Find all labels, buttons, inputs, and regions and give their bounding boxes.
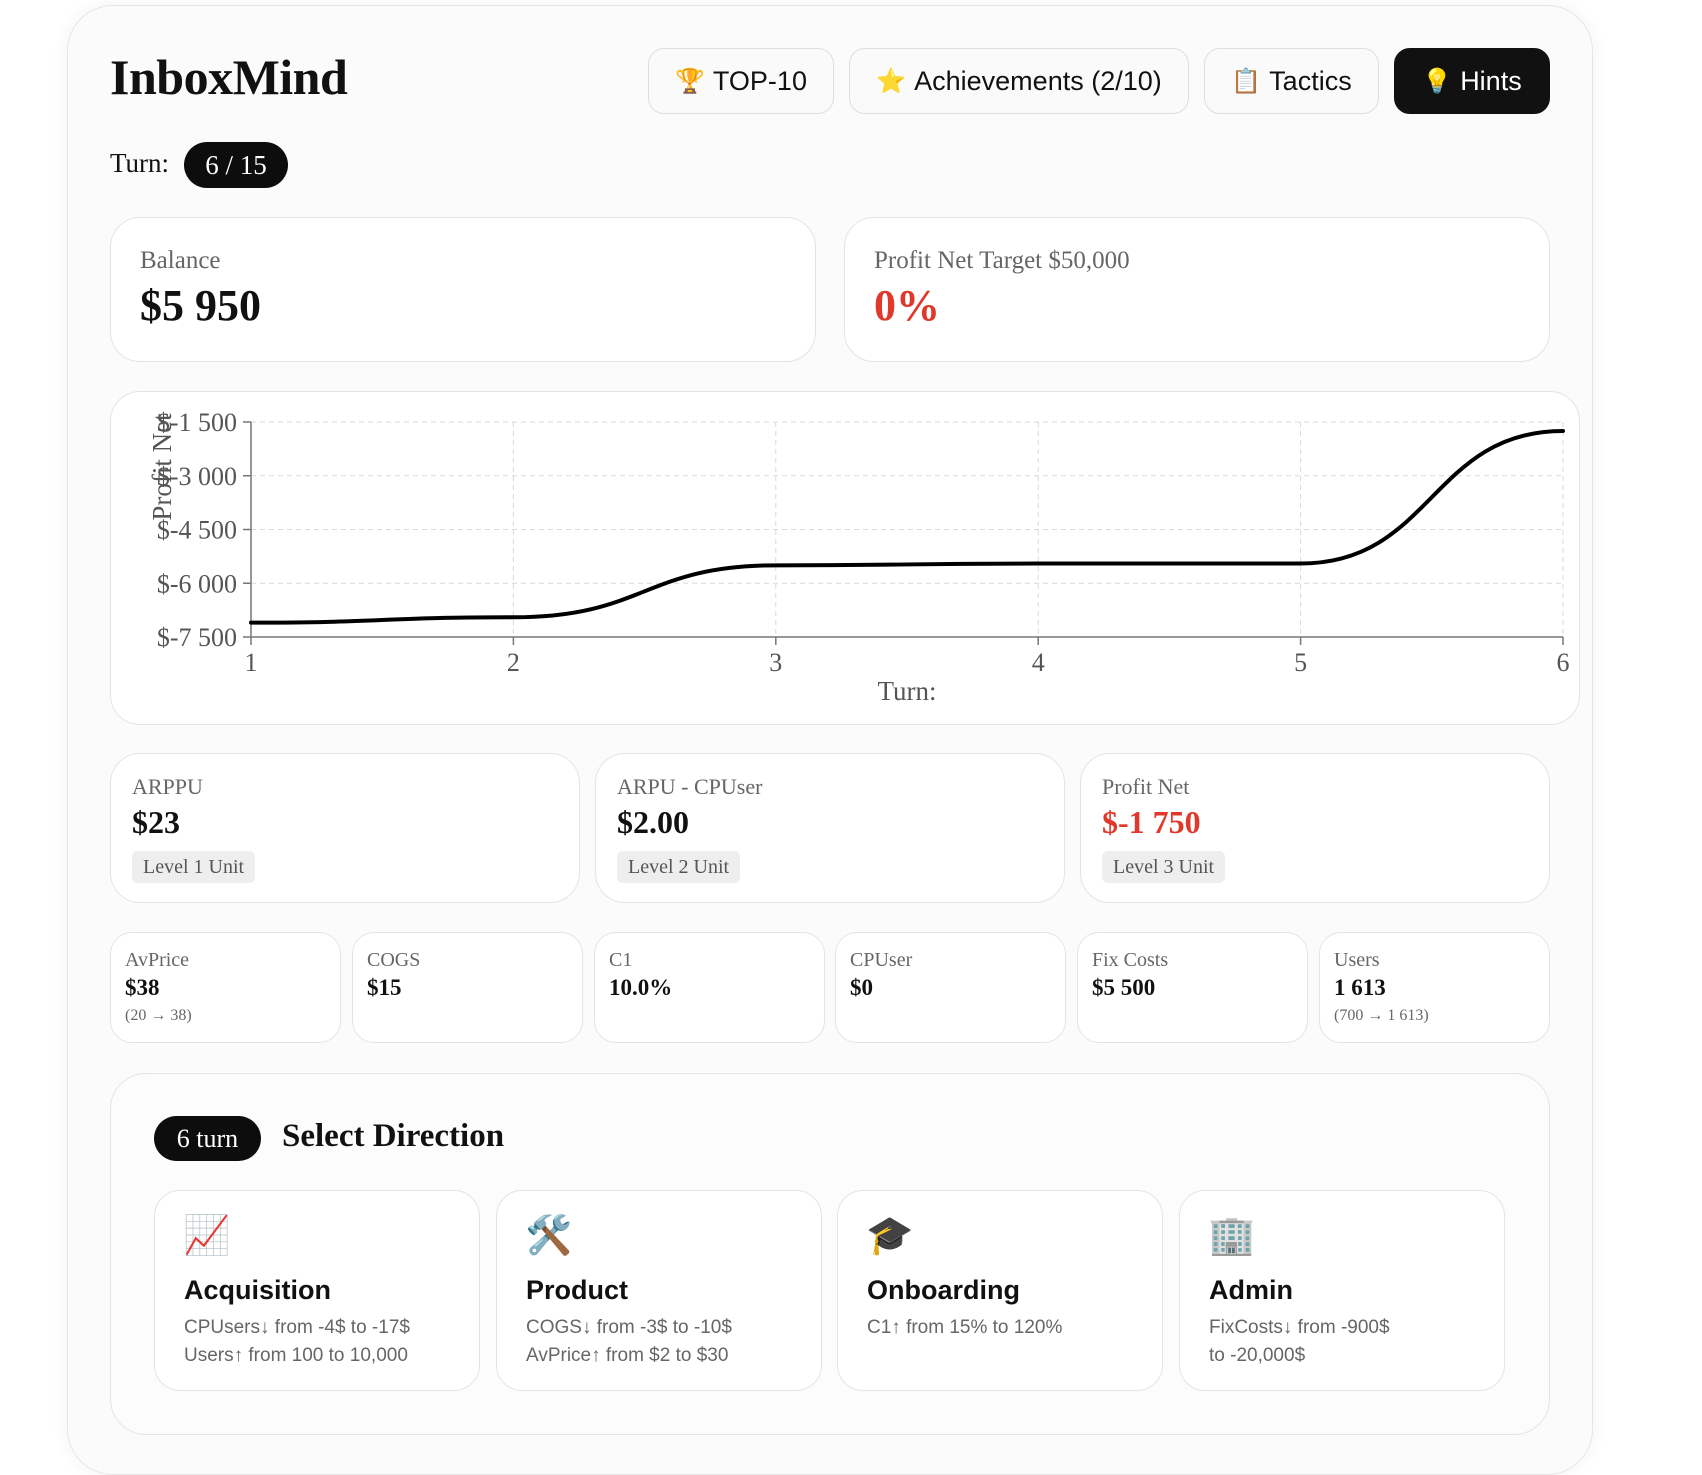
turn-label: Turn: [110, 148, 170, 178]
y-axis-label: Profit Net [147, 413, 177, 521]
y-tick-label: $-6 000 [157, 569, 237, 598]
top10-button-label: TOP-10 [712, 65, 807, 96]
office-building-icon: 🏢 [1208, 1215, 1256, 1257]
chart-increasing-icon: 📈 [183, 1215, 231, 1257]
stat-value: $5 500 [1092, 975, 1156, 1000]
select-direction-title: Select Direction [282, 1118, 505, 1154]
stat-label: AvPrice [125, 949, 190, 971]
stat-value: 1 613 [1334, 975, 1386, 1000]
trophy-icon: 🏆 [675, 67, 705, 95]
tools-icon: 🛠️ [525, 1215, 573, 1257]
direction-title: Admin [1209, 1275, 1293, 1305]
stat-card-avprice: AvPrice $38 (20 → 38) [110, 932, 341, 1043]
x-axis-label: Turn: [877, 676, 936, 706]
level-badge: Level 1 Unit [132, 851, 256, 883]
star-icon: ⭐ [876, 67, 907, 95]
direction-card-product[interactable]: 🛠️ Product COGS↓ from -3$ to -10$ AvPric… [496, 1190, 822, 1391]
stat-change: (700 → 1 613) [1334, 1007, 1429, 1024]
achievements-button-label: Achievements (2/10) [914, 65, 1162, 96]
y-tick-label: $-4 500 [157, 516, 237, 545]
series-line [249, 428, 1565, 625]
achievements-button[interactable]: ⭐ Achievements (2/10) [849, 48, 1189, 114]
direction-effect: FixCosts↓ from -900$ [1209, 1317, 1390, 1338]
profit-target-label: Profit Net Target $50,000 [874, 247, 1130, 274]
stat-label: COGS [367, 949, 421, 971]
direction-effect: COGS↓ from -3$ to -10$ [526, 1317, 732, 1338]
graduation-cap-icon: 🎓 [866, 1215, 914, 1257]
profit-target-card: Profit Net Target $50,000 0% [844, 217, 1550, 362]
metric-value: $2.00 [617, 804, 689, 840]
level-badge: Level 2 Unit [617, 851, 741, 883]
direction-effect: AvPrice↑ from $2 to $30 [526, 1345, 729, 1366]
level-badge: Level 3 Unit [1102, 851, 1226, 883]
direction-card-onboarding[interactable]: 🎓 Onboarding C1↑ from 15% to 120% [837, 1190, 1163, 1391]
stat-card-c1: C1 10.0% [594, 932, 825, 1043]
metric-label: ARPU - CPUser [617, 774, 763, 799]
y-tick-label: $-7 500 [157, 623, 237, 652]
stat-card-cogs: COGS $15 [352, 932, 583, 1043]
stat-value: $15 [367, 975, 402, 1000]
x-tick-label: 3 [769, 648, 782, 677]
stat-change: (20 → 38) [125, 1007, 192, 1024]
metric-card-profit-net: Profit Net $-1 750 Level 3 Unit [1080, 753, 1550, 903]
direction-effect: to -20,000$ [1209, 1345, 1306, 1366]
stat-label: CPUser [850, 949, 913, 971]
y-tick-label: $-3 000 [157, 462, 237, 491]
y-tick-label: $-1 500 [157, 408, 237, 437]
stat-label: Users [1334, 949, 1380, 971]
direction-title: Onboarding [867, 1275, 1020, 1305]
app-logo: InboxMind [110, 49, 348, 105]
stat-value: $0 [850, 975, 873, 1000]
direction-title: Acquisition [184, 1275, 331, 1305]
x-tick-label: 5 [1294, 648, 1307, 677]
top10-button[interactable]: 🏆 TOP-10 [648, 48, 834, 114]
direction-effect: CPUsers↓ from -4$ to -17$ [184, 1317, 410, 1338]
stat-card-fix-costs: Fix Costs $5 500 [1077, 932, 1308, 1043]
tactics-button-label: Tactics [1269, 65, 1352, 96]
stat-value: $38 [125, 975, 160, 1000]
tactics-button[interactable]: 📋 Tactics [1204, 48, 1379, 114]
metric-label: Profit Net [1102, 774, 1190, 799]
balance-card: Balance $5 950 [110, 217, 816, 362]
current-turn-badge: 6 turn [154, 1116, 261, 1161]
direction-effect: C1↑ from 15% to 120% [867, 1317, 1063, 1338]
x-tick-label: 6 [1557, 648, 1570, 677]
profit-chart-card: $-1 500 $-3 000 $-4 500 $-6 000 $-7 500 1 2 3 4 5… [110, 391, 1580, 725]
metric-label: ARPPU [132, 774, 203, 799]
hints-button-label: Hints [1460, 65, 1522, 96]
metric-card-arppu: ARPPU $23 Level 1 Unit [110, 753, 580, 903]
stat-value: 10.0% [609, 975, 673, 1000]
balance-value: $5 950 [140, 281, 261, 330]
profit-target-value: 0% [874, 281, 940, 330]
direction-effect: Users↑ from 100 to 10,000 [184, 1345, 408, 1366]
direction-title: Product [526, 1275, 629, 1305]
balance-label: Balance [140, 247, 221, 274]
metric-value: $-1 750 [1102, 804, 1201, 840]
stat-card-cpuser: CPUser $0 [835, 932, 1066, 1043]
stat-label: C1 [609, 949, 633, 971]
stat-label: Fix Costs [1092, 949, 1169, 971]
profit-net-chart: $-1 500 $-3 000 $-4 500 $-6 000 $-7 500 1 2 3 4 5… [147, 408, 1570, 706]
direction-card-acquisition[interactable]: 📈 Acquisition CPUsers↓ from -4$ to -17$ … [154, 1190, 480, 1391]
lightbulb-icon: 💡 [1422, 67, 1453, 95]
hints-button[interactable]: 💡 Hints [1394, 48, 1550, 114]
clipboard-icon: 📋 [1231, 67, 1262, 95]
x-tick-label: 1 [245, 648, 258, 677]
x-tick-label: 4 [1032, 648, 1045, 677]
metric-card-arpu-cpuser: ARPU - CPUser $2.00 Level 2 Unit [595, 753, 1065, 903]
turn-counter-badge: 6 / 15 [184, 142, 288, 188]
stat-card-users: Users 1 613 (700 → 1 613) [1319, 932, 1550, 1043]
x-tick-label: 2 [507, 648, 520, 677]
metric-value: $23 [132, 804, 180, 840]
direction-card-admin[interactable]: 🏢 Admin FixCosts↓ from -900$ to -20,000$ [1179, 1190, 1505, 1391]
